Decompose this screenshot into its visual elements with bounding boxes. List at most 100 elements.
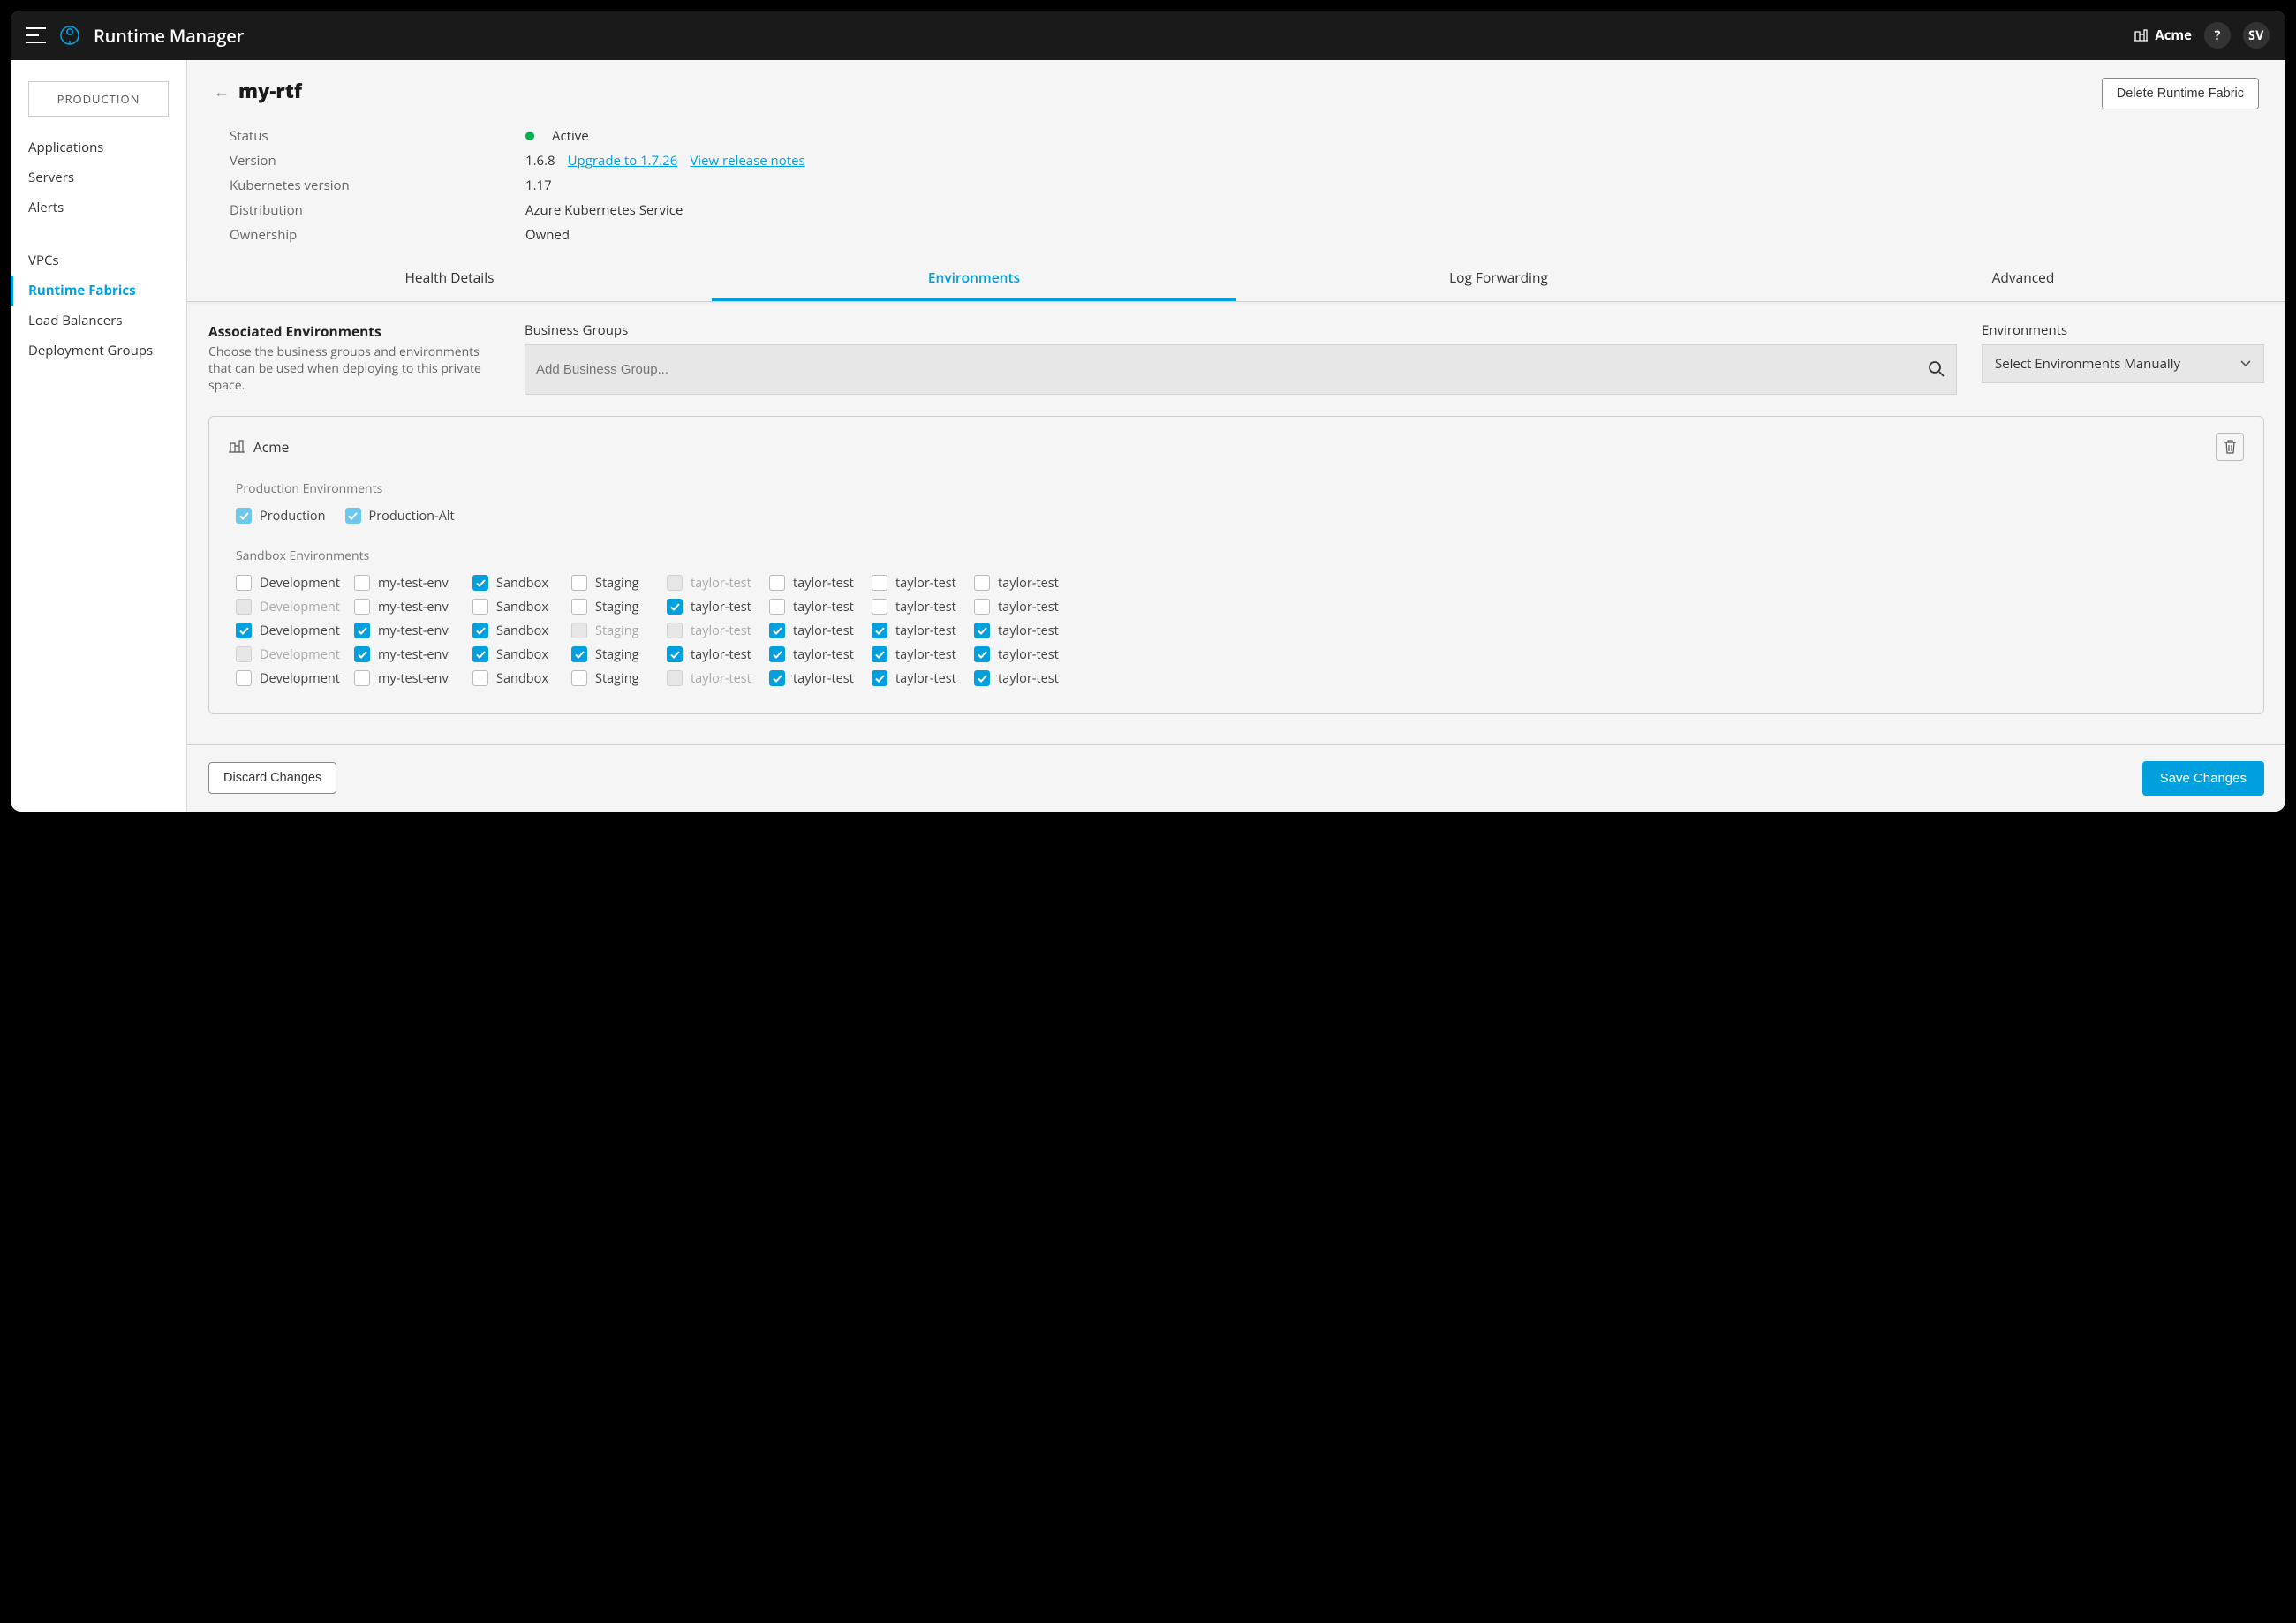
checkbox[interactable] xyxy=(472,575,488,591)
tab-advanced[interactable]: Advanced xyxy=(1761,256,2285,301)
checkbox[interactable] xyxy=(571,670,587,686)
sidebar-item-vpcs[interactable]: VPCs xyxy=(11,245,186,276)
upgrade-link[interactable]: Upgrade to 1.7.26 xyxy=(568,152,678,170)
checkbox[interactable] xyxy=(345,508,361,524)
sidebar-item-load-balancers[interactable]: Load Balancers xyxy=(11,306,186,336)
checkbox[interactable] xyxy=(354,623,370,638)
checkbox[interactable] xyxy=(769,670,785,686)
env-label: Development xyxy=(260,623,340,639)
checkbox xyxy=(667,623,683,638)
business-group-input-wrap[interactable] xyxy=(525,344,1957,395)
checkbox[interactable] xyxy=(872,599,887,615)
environment-selector[interactable]: PRODUCTION xyxy=(28,81,169,117)
checkbox[interactable] xyxy=(236,670,252,686)
env-row: Developmentmy-test-envSandboxStagingtayl… xyxy=(229,595,2244,619)
checkbox[interactable] xyxy=(472,623,488,638)
distribution-value: Azure Kubernetes Service xyxy=(525,201,683,219)
checkbox[interactable] xyxy=(354,670,370,686)
checkbox[interactable] xyxy=(974,575,990,591)
tab-health-details[interactable]: Health Details xyxy=(187,256,712,301)
env-label: Development xyxy=(260,670,340,687)
checkbox[interactable] xyxy=(472,599,488,615)
checkbox[interactable] xyxy=(872,670,887,686)
checkbox[interactable] xyxy=(472,646,488,662)
menu-icon[interactable] xyxy=(26,27,46,43)
help-button[interactable]: ? xyxy=(2204,22,2231,49)
env-cell: taylor-test xyxy=(769,646,868,663)
env-cell: my-test-env xyxy=(354,623,469,639)
checkbox[interactable] xyxy=(769,575,785,591)
checkbox[interactable] xyxy=(769,623,785,638)
org-icon xyxy=(2134,29,2148,42)
env-cell: Sandbox xyxy=(472,575,568,592)
sidebar-item-deployment-groups[interactable]: Deployment Groups xyxy=(11,336,186,366)
env-cell: taylor-test xyxy=(667,670,766,687)
env-cell: Staging xyxy=(571,575,663,592)
env-cell: taylor-test xyxy=(667,646,766,663)
checkbox[interactable] xyxy=(236,623,252,638)
checkbox[interactable] xyxy=(974,599,990,615)
trash-icon xyxy=(2224,440,2237,454)
environments-select[interactable]: Select Environments Manually xyxy=(1982,344,2264,383)
env-label: taylor-test xyxy=(895,575,956,592)
env-cell: taylor-test xyxy=(872,623,971,639)
env-row: Developmentmy-test-envSandboxStagingtayl… xyxy=(229,571,2244,595)
tab-environments[interactable]: Environments xyxy=(712,256,1236,301)
delete-runtime-fabric-button[interactable]: Delete Runtime Fabric xyxy=(2102,78,2259,109)
env-cell: Staging xyxy=(571,670,663,687)
checkbox[interactable] xyxy=(667,646,683,662)
checkbox[interactable] xyxy=(769,599,785,615)
env-label: Staging xyxy=(595,623,638,639)
checkbox[interactable] xyxy=(571,646,587,662)
checkbox xyxy=(667,670,683,686)
env-label: Production-Alt xyxy=(369,508,455,525)
env-label: Staging xyxy=(595,599,638,615)
checkbox[interactable] xyxy=(236,575,252,591)
discard-changes-button[interactable]: Discard Changes xyxy=(208,762,336,794)
release-notes-link[interactable]: View release notes xyxy=(690,152,804,170)
business-group-input[interactable] xyxy=(536,362,1928,377)
env-cell: taylor-test xyxy=(667,623,766,639)
env-label: Production xyxy=(260,508,326,525)
sidebar-item-servers[interactable]: Servers xyxy=(11,162,186,192)
checkbox[interactable] xyxy=(974,623,990,638)
env-label: my-test-env xyxy=(378,670,449,687)
checkbox[interactable] xyxy=(872,575,887,591)
business-groups-label: Business Groups xyxy=(525,321,1957,339)
checkbox[interactable] xyxy=(872,623,887,638)
tab-log-forwarding[interactable]: Log Forwarding xyxy=(1236,256,1761,301)
checkbox[interactable] xyxy=(571,599,587,615)
user-avatar[interactable]: SV xyxy=(2243,22,2270,49)
env-cell: taylor-test xyxy=(872,646,971,663)
checkbox[interactable] xyxy=(974,670,990,686)
checkbox[interactable] xyxy=(354,646,370,662)
env-label: taylor-test xyxy=(793,599,854,615)
env-cell: my-test-env xyxy=(354,646,469,663)
env-cell: Development xyxy=(236,623,351,639)
checkbox[interactable] xyxy=(872,646,887,662)
checkbox[interactable] xyxy=(769,646,785,662)
env-label: my-test-env xyxy=(378,646,449,663)
env-label: Development xyxy=(260,646,340,663)
checkbox[interactable] xyxy=(974,646,990,662)
back-arrow-icon[interactable]: ← xyxy=(214,81,230,102)
save-changes-button[interactable]: Save Changes xyxy=(2142,761,2264,796)
tabs: Health DetailsEnvironmentsLog Forwarding… xyxy=(187,256,2285,302)
env-cell: Sandbox xyxy=(472,623,568,639)
org-switcher[interactable]: Acme xyxy=(2134,26,2192,44)
sidebar-item-alerts[interactable]: Alerts xyxy=(11,192,186,223)
env-cell: Sandbox xyxy=(472,646,568,663)
checkbox[interactable] xyxy=(667,599,683,615)
checkbox[interactable] xyxy=(571,575,587,591)
checkbox[interactable] xyxy=(472,670,488,686)
sidebar-item-applications[interactable]: Applications xyxy=(11,132,186,162)
delete-card-button[interactable] xyxy=(2216,433,2244,461)
distribution-label: Distribution xyxy=(230,201,525,219)
checkbox[interactable] xyxy=(354,599,370,615)
status-label: Status xyxy=(230,127,525,145)
checkbox[interactable] xyxy=(354,575,370,591)
env-row: Development my-test-envSandbox Staging tayl… xyxy=(229,619,2244,643)
checkbox[interactable] xyxy=(236,508,252,524)
checkbox xyxy=(236,646,252,662)
sidebar-item-runtime-fabrics[interactable]: Runtime Fabrics xyxy=(11,276,186,306)
